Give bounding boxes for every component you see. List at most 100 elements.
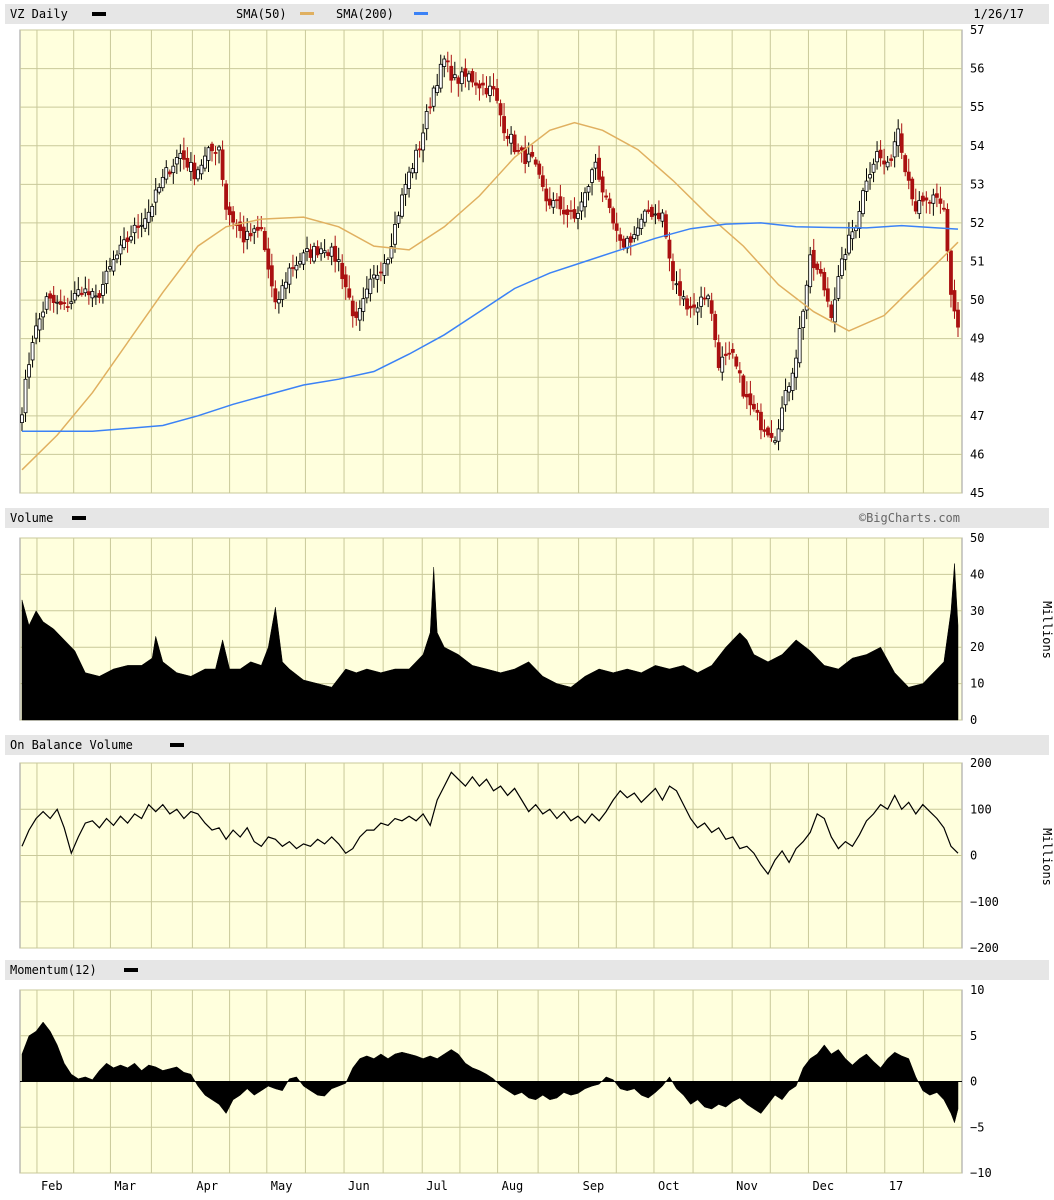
candle-body	[196, 169, 200, 180]
obv-header: On Balance Volume	[5, 735, 1049, 755]
price-candle	[843, 248, 848, 271]
price-candle	[604, 189, 609, 200]
price-candle	[379, 262, 383, 282]
candle-body	[836, 276, 841, 299]
price-candle	[509, 126, 514, 155]
candle-body	[554, 199, 559, 202]
candle-body	[709, 300, 714, 314]
price-candle	[681, 290, 686, 307]
candle-body	[931, 194, 936, 204]
price-candle	[822, 267, 827, 297]
candle-body	[868, 174, 872, 179]
price-candle	[702, 287, 707, 306]
price-candle	[583, 187, 587, 218]
sma50-line	[21, 121, 959, 471]
price-y-tick-label: 52	[970, 216, 984, 230]
sma200-line	[22, 222, 959, 433]
price-candle	[83, 276, 88, 297]
candle-body	[783, 390, 788, 406]
price-candle	[576, 206, 580, 230]
volume-area	[21, 563, 959, 721]
price-candle	[896, 119, 901, 157]
candle-body	[790, 372, 795, 391]
volume-header: Volume ©BigCharts.com	[5, 508, 1049, 528]
candle-body	[618, 234, 623, 241]
price-candle	[769, 420, 774, 442]
candle-body	[185, 157, 190, 168]
candle-body	[51, 294, 56, 303]
price-candle	[744, 381, 749, 410]
price-candle	[312, 242, 316, 264]
price-candle	[688, 296, 693, 318]
candle-body	[808, 254, 813, 288]
price-candle	[766, 425, 770, 438]
price-candle	[463, 58, 468, 88]
candle-body	[498, 103, 503, 116]
price-candle	[371, 265, 376, 288]
price-candle	[790, 367, 795, 401]
candle-body	[79, 292, 84, 295]
price-candle	[699, 286, 704, 318]
price-candle	[748, 380, 753, 416]
price-candle	[333, 235, 338, 273]
price-y-tick-label: 49	[970, 332, 984, 346]
candle-body	[97, 293, 102, 298]
candle-body	[217, 146, 221, 151]
price-candle	[565, 205, 570, 228]
price-candle	[861, 187, 865, 217]
price-candle	[920, 192, 925, 206]
price-candle	[122, 227, 126, 251]
momentum-header-bar	[5, 960, 1049, 980]
candle-body	[44, 296, 49, 310]
candle-body	[892, 141, 897, 158]
candle-body	[58, 301, 63, 305]
candle-body	[192, 162, 197, 180]
price-candle	[762, 419, 767, 438]
candle-body	[899, 133, 904, 153]
price-candle	[79, 286, 84, 297]
price-candle	[410, 162, 415, 179]
price-candle	[649, 204, 654, 220]
candle-body	[470, 71, 475, 83]
obv-title: On Balance Volume	[10, 738, 133, 752]
x-month-label: Oct	[658, 1179, 680, 1193]
candle-body	[269, 265, 274, 287]
candle-body	[132, 224, 137, 234]
candle-body	[495, 88, 499, 101]
price-candle	[664, 210, 668, 240]
candle-body	[65, 306, 70, 308]
candle-body	[815, 263, 820, 270]
candle-body	[565, 209, 570, 215]
candle-body	[685, 298, 689, 310]
candle-body	[442, 58, 447, 67]
chart-date: 1/26/17	[973, 7, 1024, 21]
candle-body	[850, 231, 855, 240]
candle-body	[238, 221, 243, 232]
candle-body	[414, 149, 419, 174]
candle-body	[90, 291, 95, 299]
price-candle	[832, 287, 837, 333]
price-y-tick-label: 55	[970, 100, 984, 114]
candle-body	[927, 201, 932, 204]
momentum-header: Momentum(12)	[5, 960, 1049, 980]
x-month-label: 17	[889, 1179, 903, 1193]
price-candle	[614, 212, 619, 242]
price-candle	[291, 254, 295, 277]
candle-body	[674, 283, 679, 286]
price-candle	[386, 257, 390, 276]
price-candle	[276, 291, 281, 314]
price-candle	[438, 54, 443, 93]
candle-body	[435, 85, 440, 93]
price-candle	[551, 192, 556, 214]
x-axis: Feb Mar Apr May Jun Jul Aug Sep Oct Nov Dec 17	[41, 1179, 903, 1193]
x-month-label: Sep	[583, 1179, 605, 1193]
candle-body	[431, 87, 436, 107]
candle-body	[664, 214, 668, 238]
price-candle	[899, 123, 904, 160]
price-candle	[129, 225, 133, 244]
candle-body	[231, 211, 236, 223]
candle-body	[811, 249, 816, 269]
price-candle	[878, 140, 883, 167]
candle-body	[934, 193, 939, 198]
price-candle	[97, 290, 102, 304]
